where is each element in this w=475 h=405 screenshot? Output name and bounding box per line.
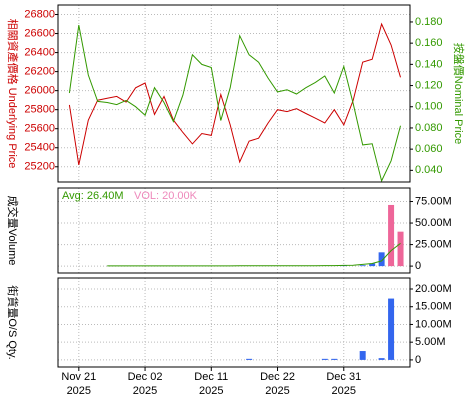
bar xyxy=(378,252,385,267)
y-tick-label: 26800 xyxy=(24,8,55,20)
x-tick-year: 2025 xyxy=(67,385,91,397)
x-tick-label: Dec 11 xyxy=(194,371,228,383)
y-tick-label: 25.00M xyxy=(415,238,452,250)
y2-tick-label: 0.120 xyxy=(415,79,443,91)
x-tick-label: Dec 02 xyxy=(128,371,163,383)
y-tick-label: 50.00M xyxy=(415,217,452,229)
y2-tick-label: 0.060 xyxy=(415,143,443,155)
y-axis-label: 街貨量O/S Qty. xyxy=(6,285,20,359)
y-axis-label: 相關資產價格 Underlying Price xyxy=(6,19,20,169)
y2-tick-label: 0.180 xyxy=(415,16,443,28)
bar xyxy=(359,351,366,360)
y2-axis-label: 按盤價Nominal Price xyxy=(452,43,466,144)
x-tick-year: 2025 xyxy=(199,385,223,397)
x-tick-label: Dec 31 xyxy=(326,371,361,383)
y-tick-label: 75.00M xyxy=(415,195,452,207)
legend-entry: VOL: 20.00K xyxy=(134,190,198,202)
plot-frame xyxy=(57,187,411,274)
x-tick-year: 2025 xyxy=(332,385,356,397)
bar xyxy=(369,263,376,267)
y-tick-label: 15.00M xyxy=(415,301,452,313)
y2-tick-label: 0.080 xyxy=(415,122,443,134)
y-axis-label: 成交量Volume xyxy=(6,196,20,266)
y-tick-label: 0 xyxy=(415,354,421,366)
y2-tick-label: 0.040 xyxy=(415,164,443,176)
bar xyxy=(388,298,395,360)
bar xyxy=(397,231,404,267)
plot-frame xyxy=(57,277,411,368)
y-tick-label: 10.00M xyxy=(415,318,452,330)
line xyxy=(107,243,401,267)
bar xyxy=(388,204,395,267)
bar xyxy=(246,358,253,360)
bar xyxy=(331,358,338,360)
y2-tick-label: 0.140 xyxy=(415,58,443,70)
y-tick-label: 26000 xyxy=(24,85,55,97)
y-tick-label: 26600 xyxy=(24,27,55,39)
y-tick-label: 26400 xyxy=(24,46,55,58)
x-tick-year: 2025 xyxy=(265,385,289,397)
plot-frame xyxy=(57,4,411,183)
y2-tick-label: 0.100 xyxy=(415,101,443,113)
x-tick-year: 2025 xyxy=(133,385,157,397)
bar xyxy=(378,358,385,360)
legend-entry: Avg: 26.40M xyxy=(62,190,124,202)
y-tick-label: 26200 xyxy=(24,66,55,78)
y-tick-label: 25800 xyxy=(24,104,55,116)
line xyxy=(68,25,401,183)
y-tick-label: 0 xyxy=(415,260,421,272)
y-tick-label: 25200 xyxy=(24,161,55,173)
x-tick-label: Nov 21 xyxy=(61,371,96,383)
bar xyxy=(359,265,366,267)
bar xyxy=(321,358,328,360)
y-tick-label: 20.00M xyxy=(415,283,452,295)
x-tick-label: Dec 22 xyxy=(260,371,295,383)
y-tick-label: 25600 xyxy=(24,123,55,135)
y-tick-label: 5.00M xyxy=(415,336,446,348)
y-tick-label: 25400 xyxy=(24,142,55,154)
y2-tick-label: 0.160 xyxy=(415,37,443,49)
